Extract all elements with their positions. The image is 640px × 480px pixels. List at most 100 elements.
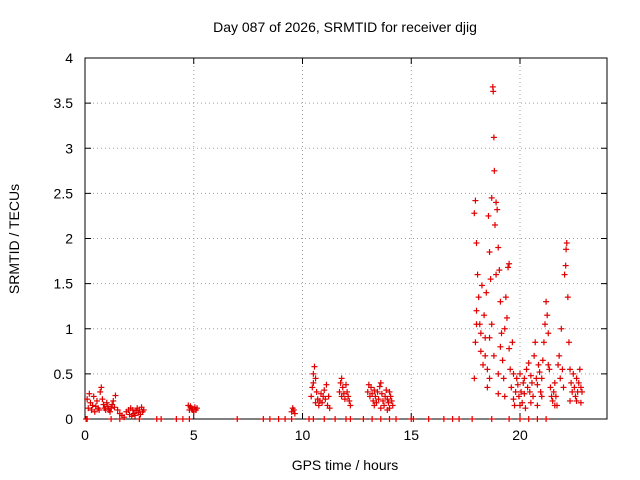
data-point xyxy=(308,393,315,400)
data-point xyxy=(540,339,547,346)
data-point xyxy=(535,361,542,368)
data-point xyxy=(501,393,508,400)
data-point xyxy=(559,366,566,373)
grid-lines xyxy=(85,58,607,419)
data-point xyxy=(338,375,345,382)
data-point xyxy=(425,416,432,422)
data-point xyxy=(577,384,584,391)
data-point xyxy=(98,384,105,391)
data-point xyxy=(510,396,517,403)
data-point xyxy=(312,375,319,382)
data-point xyxy=(484,384,491,391)
data-point xyxy=(310,379,317,386)
data-point xyxy=(482,352,489,359)
data-point xyxy=(522,405,529,412)
data-point xyxy=(321,416,328,422)
x-tick-label: 15 xyxy=(403,427,419,443)
data-point xyxy=(486,334,493,341)
data-point xyxy=(539,357,546,364)
data-point xyxy=(472,339,479,346)
data-point xyxy=(512,388,519,395)
data-point xyxy=(475,294,482,301)
data-point xyxy=(313,388,320,395)
data-point xyxy=(323,381,330,388)
data-point xyxy=(507,366,514,373)
data-point xyxy=(543,416,550,422)
data-point xyxy=(571,384,578,391)
data-point xyxy=(97,388,104,395)
data-point xyxy=(484,366,491,373)
data-point xyxy=(534,402,541,409)
data-point xyxy=(493,271,500,278)
data-point xyxy=(518,388,525,395)
data-point xyxy=(108,405,115,412)
data-point xyxy=(347,416,354,422)
data-point xyxy=(491,167,498,174)
data-point xyxy=(345,393,352,400)
data-point xyxy=(527,372,534,379)
data-point xyxy=(551,402,558,409)
data-point xyxy=(569,388,576,395)
data-point xyxy=(386,416,393,422)
data-point xyxy=(377,405,384,412)
data-point xyxy=(319,399,326,406)
data-point xyxy=(158,416,165,422)
data-point xyxy=(544,312,551,319)
data-point xyxy=(536,369,543,376)
data-point xyxy=(469,416,476,422)
data-point xyxy=(378,390,385,397)
data-point xyxy=(560,384,567,391)
data-point xyxy=(114,406,121,413)
data-point xyxy=(545,330,552,337)
data-point xyxy=(388,397,395,404)
data-point xyxy=(100,401,107,408)
data-point xyxy=(499,357,506,364)
y-tick-label: 2.5 xyxy=(54,185,74,201)
data-point xyxy=(546,366,553,373)
data-point xyxy=(505,264,512,271)
data-point xyxy=(567,397,574,404)
data-point xyxy=(347,402,354,409)
y-tick-label: 4 xyxy=(65,50,73,66)
data-point xyxy=(96,406,103,413)
data-point xyxy=(440,416,447,422)
data-point xyxy=(103,399,110,406)
data-point xyxy=(136,416,143,422)
data-point xyxy=(385,399,392,406)
data-point xyxy=(379,397,386,404)
data-point xyxy=(344,388,351,395)
data-point xyxy=(456,416,463,422)
data-point xyxy=(500,375,507,382)
data-point xyxy=(473,240,480,247)
data-point xyxy=(173,416,180,422)
data-point xyxy=(561,271,568,278)
data-point xyxy=(377,379,384,386)
data-point xyxy=(490,88,497,95)
data-point xyxy=(132,412,139,419)
data-point xyxy=(108,416,115,422)
x-tick-label: 5 xyxy=(190,427,198,443)
data-point xyxy=(384,396,391,403)
data-point xyxy=(520,379,527,386)
data-point xyxy=(194,405,201,412)
data-point xyxy=(506,345,513,352)
data-point xyxy=(480,361,487,368)
data-point xyxy=(550,388,557,395)
data-point xyxy=(517,370,523,377)
data-point xyxy=(514,381,521,388)
data-point xyxy=(364,388,371,395)
data-point xyxy=(186,416,193,422)
data-point xyxy=(381,402,388,409)
data-point xyxy=(506,416,513,422)
data-point xyxy=(506,260,513,267)
data-point xyxy=(525,360,532,367)
data-point xyxy=(490,134,497,141)
data-point xyxy=(537,388,544,395)
data-point xyxy=(322,396,329,403)
data-point xyxy=(360,416,367,422)
y-tick-label: 3 xyxy=(65,140,73,156)
data-point xyxy=(509,339,516,346)
data-point xyxy=(410,416,417,422)
data-point xyxy=(369,416,376,422)
